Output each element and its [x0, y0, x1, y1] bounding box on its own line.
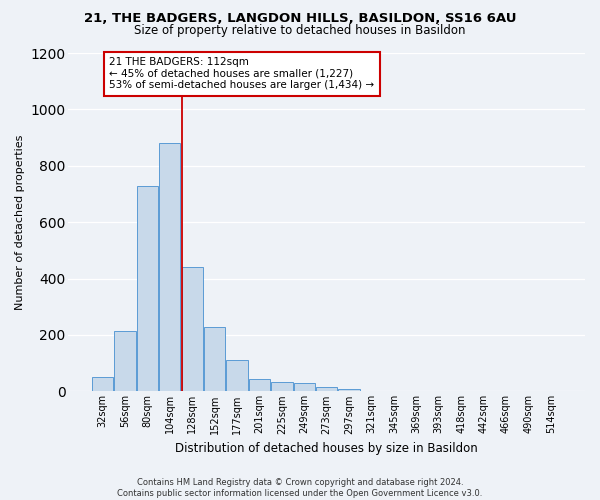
Text: 21 THE BADGERS: 112sqm
← 45% of detached houses are smaller (1,227)
53% of semi-: 21 THE BADGERS: 112sqm ← 45% of detached…: [109, 57, 374, 90]
Bar: [226, 360, 248, 392]
X-axis label: Distribution of detached houses by size in Basildon: Distribution of detached houses by size …: [175, 442, 478, 455]
Bar: [137, 186, 158, 392]
Bar: [293, 383, 315, 392]
Bar: [249, 378, 270, 392]
Bar: [316, 387, 337, 392]
Text: 21, THE BADGERS, LANGDON HILLS, BASILDON, SS16 6AU: 21, THE BADGERS, LANGDON HILLS, BASILDON…: [84, 12, 516, 26]
Bar: [115, 331, 136, 392]
Bar: [204, 326, 226, 392]
Bar: [92, 378, 113, 392]
Y-axis label: Number of detached properties: Number of detached properties: [15, 134, 25, 310]
Text: Size of property relative to detached houses in Basildon: Size of property relative to detached ho…: [134, 24, 466, 37]
Bar: [159, 143, 181, 392]
Bar: [338, 388, 360, 392]
Text: Contains HM Land Registry data © Crown copyright and database right 2024.
Contai: Contains HM Land Registry data © Crown c…: [118, 478, 482, 498]
Bar: [271, 382, 293, 392]
Bar: [182, 268, 203, 392]
